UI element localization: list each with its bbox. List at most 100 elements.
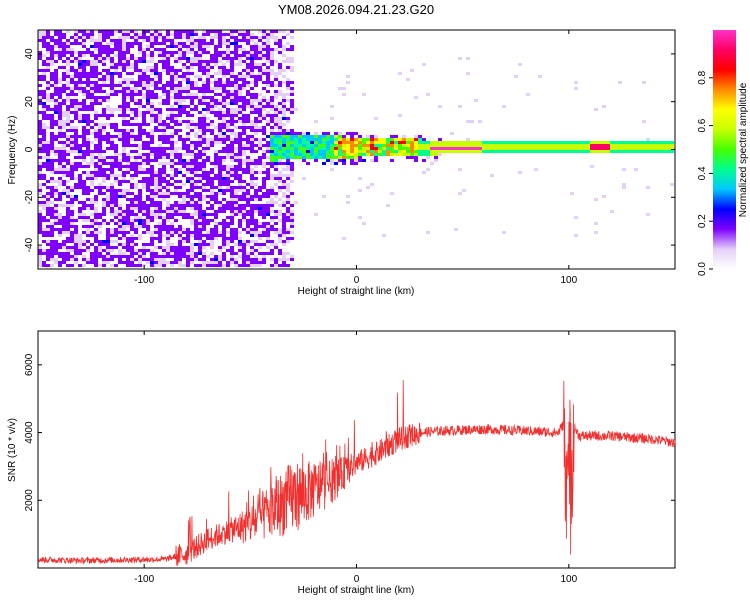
heatmap-cell <box>186 90 190 93</box>
heatmap-cell <box>194 264 198 267</box>
heatmap-cell <box>110 33 114 36</box>
heatmap-cell <box>210 75 214 78</box>
heatmap-cell <box>210 198 214 201</box>
heatmap-cell <box>190 252 194 255</box>
heatmap-cell <box>654 147 658 150</box>
heatmap-cell <box>74 60 78 63</box>
heatmap-cell <box>58 204 62 207</box>
heatmap-cell <box>258 66 262 69</box>
heatmap-cell <box>58 57 62 60</box>
heatmap-cell <box>66 42 70 45</box>
heatmap-cell <box>118 258 122 261</box>
heatmap-cell <box>342 93 346 96</box>
heatmap-cell <box>222 147 226 150</box>
heatmap-cell <box>542 147 546 150</box>
heatmap-cell <box>74 198 78 201</box>
heatmap-cell <box>282 117 286 120</box>
heatmap-cell <box>42 150 46 153</box>
heatmap-cell <box>594 144 598 147</box>
heatmap-cell <box>534 144 538 147</box>
heatmap-cell <box>90 72 94 75</box>
heatmap-cell <box>198 54 202 57</box>
heatmap-cell <box>186 39 190 42</box>
heatmap-cell <box>182 183 186 186</box>
heatmap-cell <box>530 144 534 147</box>
heatmap-cell <box>266 114 270 117</box>
heatmap-cell <box>142 36 146 39</box>
heatmap-cell <box>242 99 246 102</box>
heatmap-cell <box>306 150 310 153</box>
heatmap-cell <box>406 147 410 150</box>
heatmap-cell <box>214 192 218 195</box>
heatmap-cell <box>182 66 186 69</box>
heatmap-cell <box>306 135 310 138</box>
heatmap-cell <box>110 84 114 87</box>
heatmap-cell <box>98 45 102 48</box>
heatmap-cell <box>146 90 150 93</box>
heatmap-cell <box>394 144 398 147</box>
heatmap-cell <box>226 90 230 93</box>
heatmap-cell <box>222 63 226 66</box>
heatmap-cell <box>410 141 414 144</box>
heatmap-cell <box>82 90 86 93</box>
heatmap-cell <box>274 42 278 45</box>
heatmap-cell <box>282 96 286 99</box>
heatmap-cell <box>290 192 294 195</box>
heatmap-cell <box>250 234 254 237</box>
heatmap-cell <box>178 213 182 216</box>
heatmap-cell <box>206 237 210 240</box>
heatmap-cell <box>106 222 110 225</box>
heatmap-cell <box>230 81 234 84</box>
heatmap-cell <box>142 69 146 72</box>
heatmap-cell <box>202 141 206 144</box>
heatmap-cell <box>374 156 378 159</box>
heatmap-cell <box>150 51 154 54</box>
heatmap-cell <box>194 84 198 87</box>
heatmap-cell <box>258 138 262 141</box>
heatmap-cell <box>326 159 330 162</box>
heatmap-cell <box>314 138 318 141</box>
heatmap-cell <box>202 255 206 258</box>
heatmap-cell <box>206 75 210 78</box>
heatmap-cell <box>258 252 262 255</box>
heatmap-cell <box>66 204 70 207</box>
heatmap-cell <box>230 174 234 177</box>
heatmap-cell <box>274 192 278 195</box>
heatmap-cell <box>286 240 290 243</box>
heatmap-cell <box>146 108 150 111</box>
heatmap-cell <box>638 150 642 153</box>
heatmap-cell <box>150 57 154 60</box>
heatmap-cell <box>202 186 206 189</box>
heatmap-cell <box>178 168 182 171</box>
heatmap-cell <box>186 171 190 174</box>
heatmap-cell <box>70 147 74 150</box>
heatmap-cell <box>266 177 270 180</box>
heatmap-cell <box>90 219 94 222</box>
heatmap-cell <box>234 96 238 99</box>
heatmap-cell <box>170 141 174 144</box>
heatmap-cell <box>270 219 274 222</box>
heatmap-cell <box>478 120 482 123</box>
heatmap-cell <box>198 153 202 156</box>
heatmap-cell <box>126 198 130 201</box>
heatmap-cell <box>222 243 226 246</box>
heatmap-cell <box>130 240 134 243</box>
heatmap-cell <box>310 138 314 141</box>
heatmap-cell <box>362 153 366 156</box>
heatmap-cell <box>186 45 190 48</box>
heatmap-cell <box>54 192 58 195</box>
heatmap-cell <box>174 162 178 165</box>
heatmap-cell <box>198 210 202 213</box>
heatmap-cell <box>238 210 242 213</box>
heatmap-cell <box>618 150 622 153</box>
heatmap-cell <box>606 141 610 144</box>
heatmap-cell <box>118 63 122 66</box>
heatmap-cell <box>166 90 170 93</box>
heatmap-cell <box>490 144 494 147</box>
heatmap-cell <box>42 165 46 168</box>
heatmap-cell <box>114 192 118 195</box>
heatmap-cell <box>190 114 194 117</box>
heatmap-cell <box>266 144 270 147</box>
heatmap-cell <box>374 159 378 162</box>
heatmap-cell <box>66 246 70 249</box>
